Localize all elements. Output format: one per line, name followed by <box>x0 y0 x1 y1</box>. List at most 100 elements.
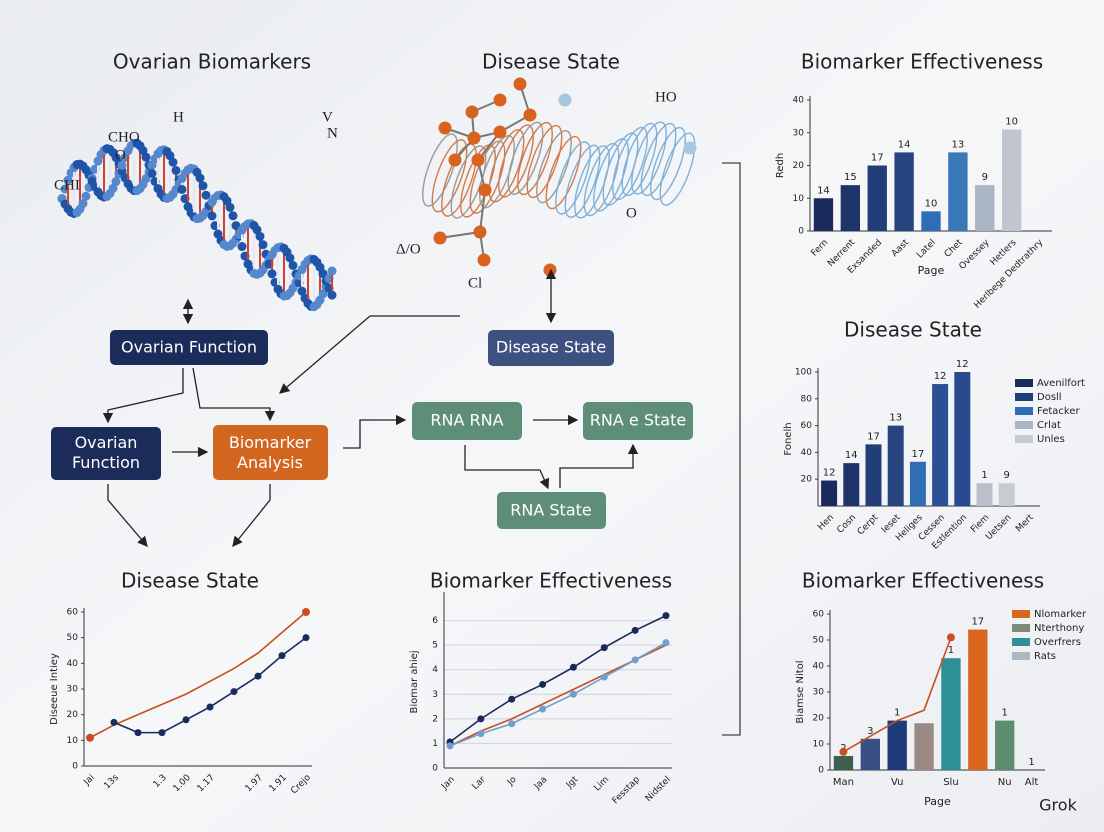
molecule-atom <box>465 105 479 119</box>
data-point <box>206 703 214 711</box>
data-point <box>539 705 547 713</box>
dna-bead <box>225 202 235 212</box>
molecule-label: O <box>115 147 126 163</box>
svg-text:RNA State: RNA State <box>510 501 591 520</box>
legend-label: Dosll <box>1037 392 1062 403</box>
y-tick-label: 40 <box>793 96 805 106</box>
molecule-label: Δ/O <box>396 241 421 257</box>
protein-coil <box>431 139 468 213</box>
data-point <box>569 663 577 671</box>
legend-label: Crlat <box>1037 420 1061 431</box>
bar <box>833 755 854 770</box>
y-tick-label: 10 <box>813 740 825 750</box>
protein-coil <box>631 121 667 195</box>
bar <box>975 185 995 231</box>
data-line <box>449 641 667 747</box>
flow-node: Biomarker Analysis <box>213 425 328 480</box>
y-tick-label: 60 <box>813 610 825 620</box>
molecule-atom <box>433 231 447 245</box>
dna-bead <box>237 242 247 252</box>
svg-text:Ovarian Function: Ovarian Function <box>121 338 257 357</box>
protein-coil <box>659 132 696 206</box>
chart: Biomarker Effectiveness 0 10 20 30 40 Redh Page… <box>775 50 1052 311</box>
y-tick-label: 30 <box>813 688 825 698</box>
protein-coil <box>640 122 677 197</box>
dna-bead <box>117 160 127 170</box>
data-point <box>86 733 94 742</box>
y-axis-label: Fonelh <box>783 422 794 455</box>
legend-swatch <box>1012 638 1030 646</box>
dna-bead <box>297 286 307 296</box>
data-point <box>182 716 190 724</box>
dna-bead <box>171 165 181 175</box>
data-label: 17 <box>912 449 925 460</box>
chart-title: Disease State <box>121 569 259 593</box>
data-label: 10 <box>1005 116 1018 127</box>
bar <box>887 425 904 506</box>
dna-bead <box>111 177 121 187</box>
x-tick-label: Slu <box>943 777 958 788</box>
data-point <box>539 680 547 688</box>
flow-node: Ovarian Function <box>110 330 268 365</box>
legend-swatch <box>1015 407 1033 415</box>
data-point <box>662 639 670 647</box>
data-point <box>477 715 485 723</box>
flow-node: RNA RNA <box>412 402 522 440</box>
legend-swatch <box>1012 652 1030 660</box>
protein-coil <box>621 122 658 197</box>
protein-coil <box>650 126 686 201</box>
molecule-atom <box>473 225 487 239</box>
bar <box>867 165 887 231</box>
protein-coil <box>517 121 553 196</box>
y-tick-label: 60 <box>801 421 813 431</box>
molecule-label: H <box>173 109 184 125</box>
data-point <box>278 652 286 660</box>
dna-bead <box>177 184 187 194</box>
legend-swatch <box>1015 379 1033 387</box>
y-tick-label: 10 <box>67 736 79 746</box>
bar <box>840 185 861 231</box>
molecule-label: N <box>327 125 338 141</box>
y-tick-label: 40 <box>67 659 79 669</box>
data-label: 9 <box>982 172 988 183</box>
dna-bead <box>147 168 157 178</box>
protein-coil <box>507 121 544 195</box>
y-tick-label: 40 <box>801 448 813 458</box>
data-point <box>631 626 639 634</box>
y-tick-label: 20 <box>67 710 79 720</box>
y-axis-label: Diseeue Intiey <box>49 653 60 725</box>
chart-title: Disease State <box>844 318 982 342</box>
data-label: 9 <box>1004 470 1010 481</box>
bar <box>976 483 993 506</box>
protein-coil <box>536 130 572 204</box>
bar <box>921 211 941 231</box>
flow-node: RNA e State <box>583 402 693 440</box>
molecule-bond <box>479 189 486 233</box>
data-label: 1 <box>1002 708 1008 719</box>
data-point <box>302 608 310 616</box>
molecule-atom <box>448 153 462 167</box>
dna-bead <box>108 183 118 193</box>
dna-bead <box>327 266 337 276</box>
bar <box>860 738 880 770</box>
chart: Biomarker Effectiveness 0 10 20 30 40 50 60 Biam… <box>795 569 1087 809</box>
section-title: Ovarian Biomarkers <box>113 50 311 74</box>
dna-bead <box>198 181 208 191</box>
data-label: 12 <box>956 359 969 370</box>
x-tick-label: Nu <box>998 777 1012 788</box>
dna-bead <box>318 269 328 279</box>
dna-bead <box>255 231 265 241</box>
legend-swatch <box>1012 624 1030 632</box>
dna-bead <box>141 174 151 184</box>
y-tick-label: 3 <box>432 690 438 700</box>
y-tick-label: 20 <box>813 714 825 724</box>
data-label: 17 <box>971 617 984 628</box>
x-tick-label: Man <box>833 777 854 788</box>
legend-swatch <box>1015 435 1033 443</box>
protein-coil <box>526 124 563 199</box>
dna-bead <box>81 191 91 201</box>
dna-bead <box>288 260 298 270</box>
data-label: 13 <box>889 413 902 424</box>
svg-text:Disease State: Disease State <box>496 338 606 357</box>
